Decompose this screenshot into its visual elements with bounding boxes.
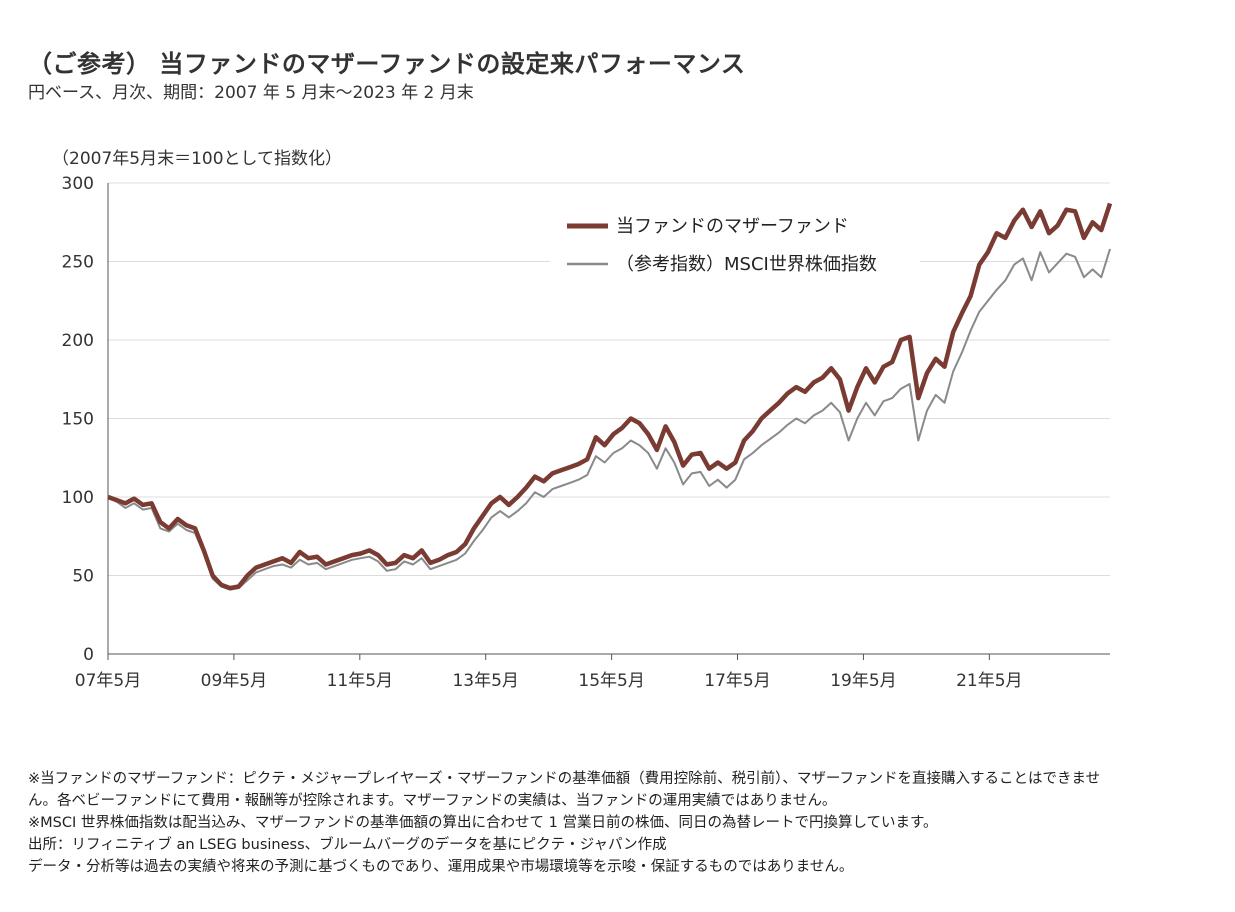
x-tick-label: 21年5月	[956, 671, 1022, 691]
chart-subtitle: 円ベース、月次、期間：2007 年 5 月末～2023 年 2 月末	[28, 83, 474, 103]
series-lines	[107, 202, 1113, 591]
y-tick-label: 150	[62, 410, 94, 430]
y-axis-note: （2007年5月末＝100として指数化）	[52, 149, 342, 169]
performance-line-chart: （2007年5月末＝100として指数化） 050100150200250300 …	[52, 149, 1113, 691]
x-tick-label: 19年5月	[830, 671, 896, 691]
footnote-line: ん。各ベビーファンドにて費用・報酬等が控除されます。マザーファンドの実績は、当フ…	[28, 793, 837, 809]
series-line-msci	[107, 248, 1111, 591]
legend-label-msci: （参考指数）MSCI世界株価指数	[616, 254, 877, 275]
footnote-line: ※MSCI 世界株価指数は配当込み、マザーファンドの基準価額の算出に合わせて 1…	[28, 815, 938, 831]
x-tick-label: 09年5月	[201, 671, 267, 691]
y-tick-labels: 0 50 100 150 200 250 300	[62, 174, 94, 665]
footnote-line: データ・分析等は過去の実績や将来の予測に基づくものであり、運用成果や市場環境等を…	[28, 859, 854, 875]
chart-title: （ご参考） 当ファンドのマザーファンドの設定来パフォーマンス	[28, 50, 746, 78]
footnote-line: 出所：リフィニティブ an LSEG business、ブルームバーグのデータを…	[28, 837, 667, 853]
y-tick-label: 200	[62, 331, 94, 351]
x-tick-labels: 07年5月 09年5月 11年5月 13年5月 15年5月 17年5月 19年5月 21年5月	[75, 671, 1023, 691]
x-tick-label: 15年5月	[578, 671, 644, 691]
x-tick-label: 17年5月	[704, 671, 770, 691]
legend-label-fund: 当ファンドのマザーファンド	[616, 216, 849, 237]
footnote-line: ※当ファンドのマザーファンド：ピクテ・メジャープレイヤーズ・マザーファンドの基準…	[28, 771, 1101, 787]
axes	[107, 183, 1110, 660]
y-tick-label: 50	[72, 567, 94, 587]
x-tick-label: 07年5月	[75, 671, 141, 691]
y-tick-label: 250	[62, 253, 94, 273]
series-line-fund	[107, 202, 1113, 591]
legend: 当ファンドのマザーファンド （参考指数）MSCI世界株価指数	[550, 205, 920, 283]
footnotes: ※当ファンドのマザーファンド：ピクテ・メジャープレイヤーズ・マザーファンドの基準…	[28, 768, 1218, 878]
x-tick-label: 11年5月	[327, 671, 393, 691]
x-tick-label: 13年5月	[452, 671, 518, 691]
y-tick-label: 300	[62, 174, 94, 194]
y-tick-label: 100	[62, 488, 94, 508]
y-tick-label: 0	[83, 645, 94, 665]
